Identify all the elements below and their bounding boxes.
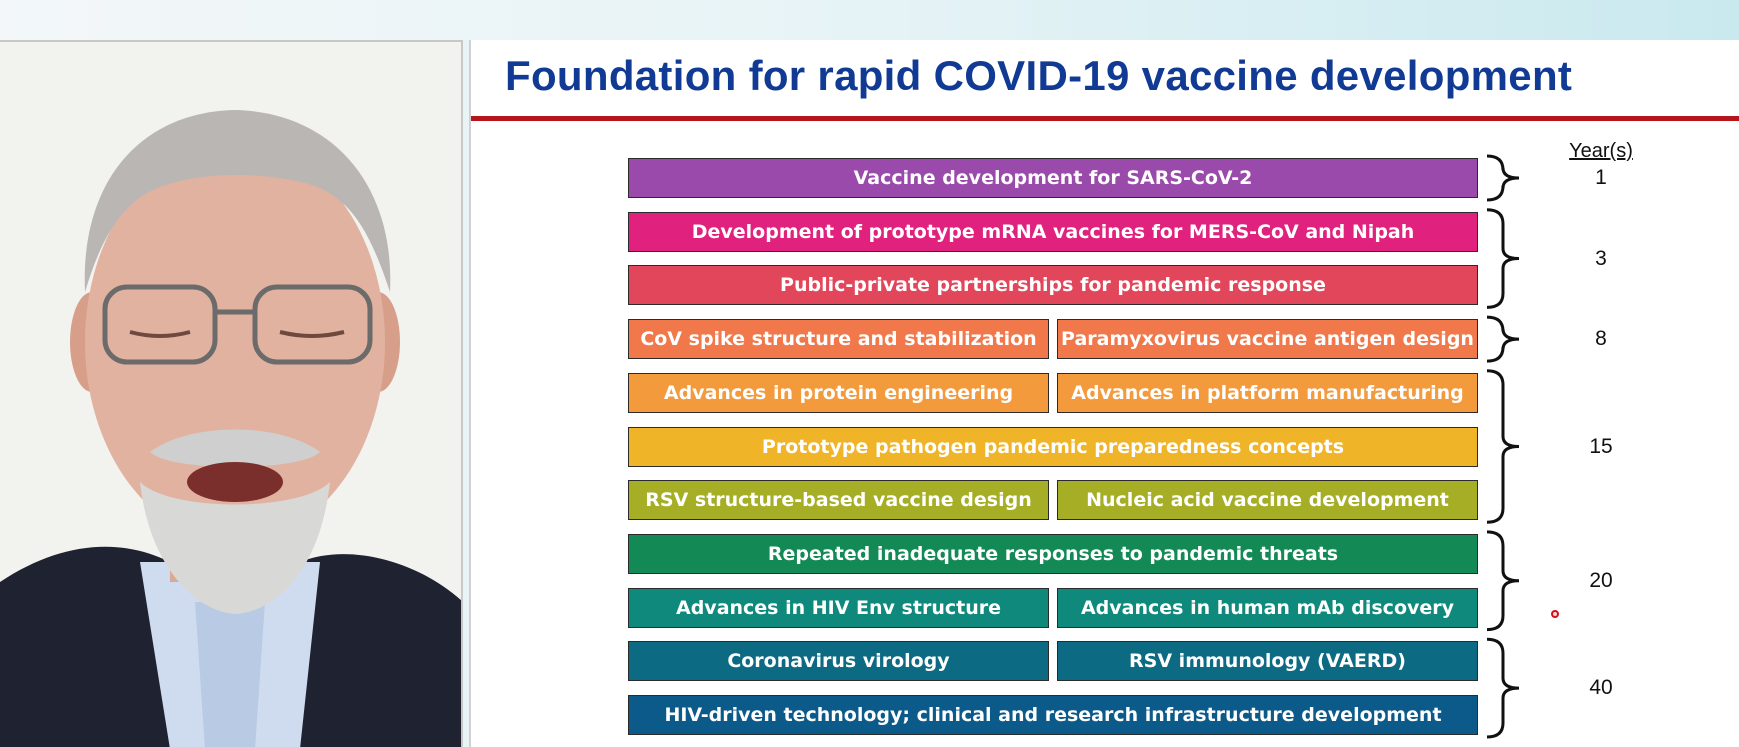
timeline-bar: Repeated inadequate responses to pandemi…: [628, 533, 1478, 574]
timeline-bar: Development of prototype mRNA vaccines f…: [628, 211, 1478, 252]
title-underline: [471, 116, 1739, 121]
year-label: 40: [1589, 676, 1613, 700]
year-group-brace: [1486, 208, 1520, 309]
year-label: 1: [1595, 166, 1607, 189]
timeline-bar: Advances in human mAb discovery: [1057, 587, 1478, 628]
timeline-bar: HIV-driven technology; clinical and rese…: [628, 695, 1478, 735]
year-label: 8: [1595, 327, 1607, 351]
year-label: 15: [1589, 434, 1613, 458]
timeline-bar: RSV structure-based vaccine design: [628, 480, 1049, 521]
timeline-bar: RSV immunology (VAERD): [1057, 641, 1478, 682]
year-group-brace: [1486, 530, 1520, 632]
year-label: 3: [1595, 246, 1607, 270]
slide-title: Foundation for rapid COVID-19 vaccine de…: [505, 52, 1573, 99]
years-column-header: Year(s): [1569, 140, 1633, 162]
webcam-panel: [0, 40, 463, 747]
year-group-brace: [1486, 369, 1520, 524]
timeline-bar: Advances in protein engineering: [628, 372, 1049, 413]
presentation-slide: Foundation for rapid COVID-19 vaccine de…: [469, 40, 1739, 747]
presenter-video: [0, 42, 461, 747]
year-group-brace: [1486, 637, 1520, 739]
window-top-bar: [0, 0, 1739, 40]
timeline-bar: Public-private partnerships for pandemic…: [628, 265, 1478, 306]
year-group-brace: [1486, 154, 1520, 202]
timeline-bar: Advances in platform manufacturing: [1057, 372, 1478, 413]
timeline-bar: Coronavirus virology: [628, 641, 1049, 682]
timeline-bar: Paramyxovirus vaccine antigen design: [1057, 319, 1478, 360]
year-group-brace: [1486, 315, 1520, 363]
timeline-bar: Prototype pathogen pandemic preparedness…: [628, 426, 1478, 467]
year-label: 20: [1589, 568, 1613, 592]
timeline-bar: Vaccine development for SARS-CoV-2: [628, 158, 1478, 198]
timeline-bar: CoV spike structure and stabilization: [628, 319, 1049, 360]
year-group-braces: [1486, 154, 1520, 739]
timeline-bar: Advances in HIV Env structure: [628, 587, 1049, 628]
pointer-cursor-icon: [1551, 610, 1559, 618]
timeline-bar: Nucleic acid vaccine development: [1057, 480, 1478, 521]
